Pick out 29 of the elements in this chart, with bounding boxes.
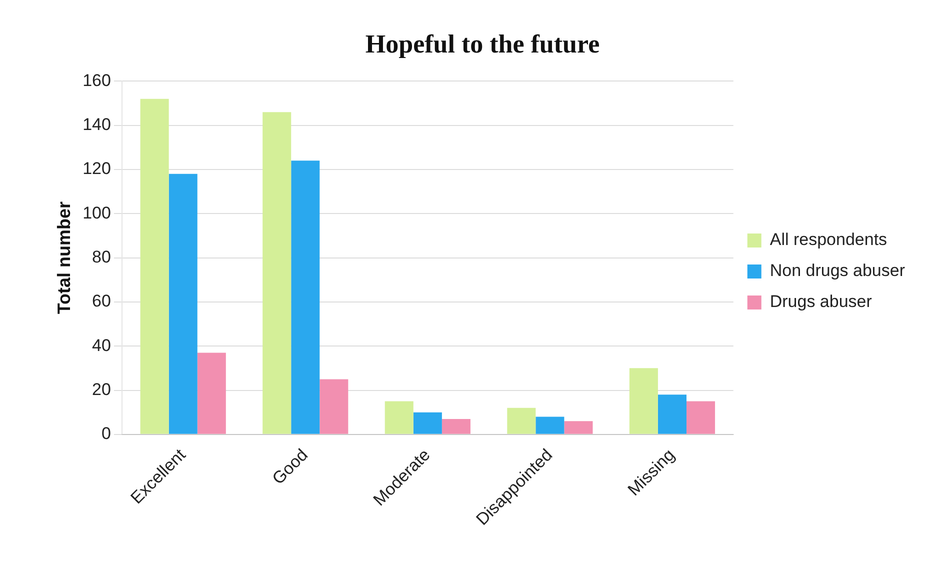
legend-label: All respondents bbox=[770, 230, 888, 250]
chart-title: Hopeful to the future bbox=[365, 29, 600, 58]
y-axis-title: Total number bbox=[54, 201, 74, 314]
y-tick-label: 60 bbox=[92, 292, 111, 311]
legend-label: Drugs abuser bbox=[770, 292, 872, 312]
y-tick-label: 100 bbox=[82, 203, 111, 222]
bar bbox=[168, 174, 198, 434]
bar bbox=[658, 394, 686, 434]
bar bbox=[140, 98, 169, 434]
legend-label: Non drugs abuser bbox=[770, 261, 906, 280]
bar bbox=[197, 352, 226, 434]
bar bbox=[320, 379, 348, 434]
bar bbox=[564, 421, 593, 434]
bar bbox=[442, 418, 470, 434]
y-tick-label: 160 bbox=[82, 70, 111, 90]
y-tick-label: 80 bbox=[92, 247, 111, 266]
bar bbox=[629, 368, 658, 434]
bar bbox=[262, 112, 292, 434]
bar bbox=[507, 408, 536, 434]
bar bbox=[413, 412, 442, 434]
y-tick-label: 20 bbox=[92, 380, 111, 399]
bar bbox=[686, 401, 716, 434]
bar bbox=[384, 401, 414, 434]
bar bbox=[536, 416, 564, 434]
y-tick-label: 40 bbox=[92, 336, 111, 355]
y-tick-label: 140 bbox=[82, 115, 111, 134]
bar bbox=[291, 160, 320, 434]
y-tick-label: 0 bbox=[101, 424, 111, 444]
y-tick-label: 120 bbox=[82, 159, 111, 178]
